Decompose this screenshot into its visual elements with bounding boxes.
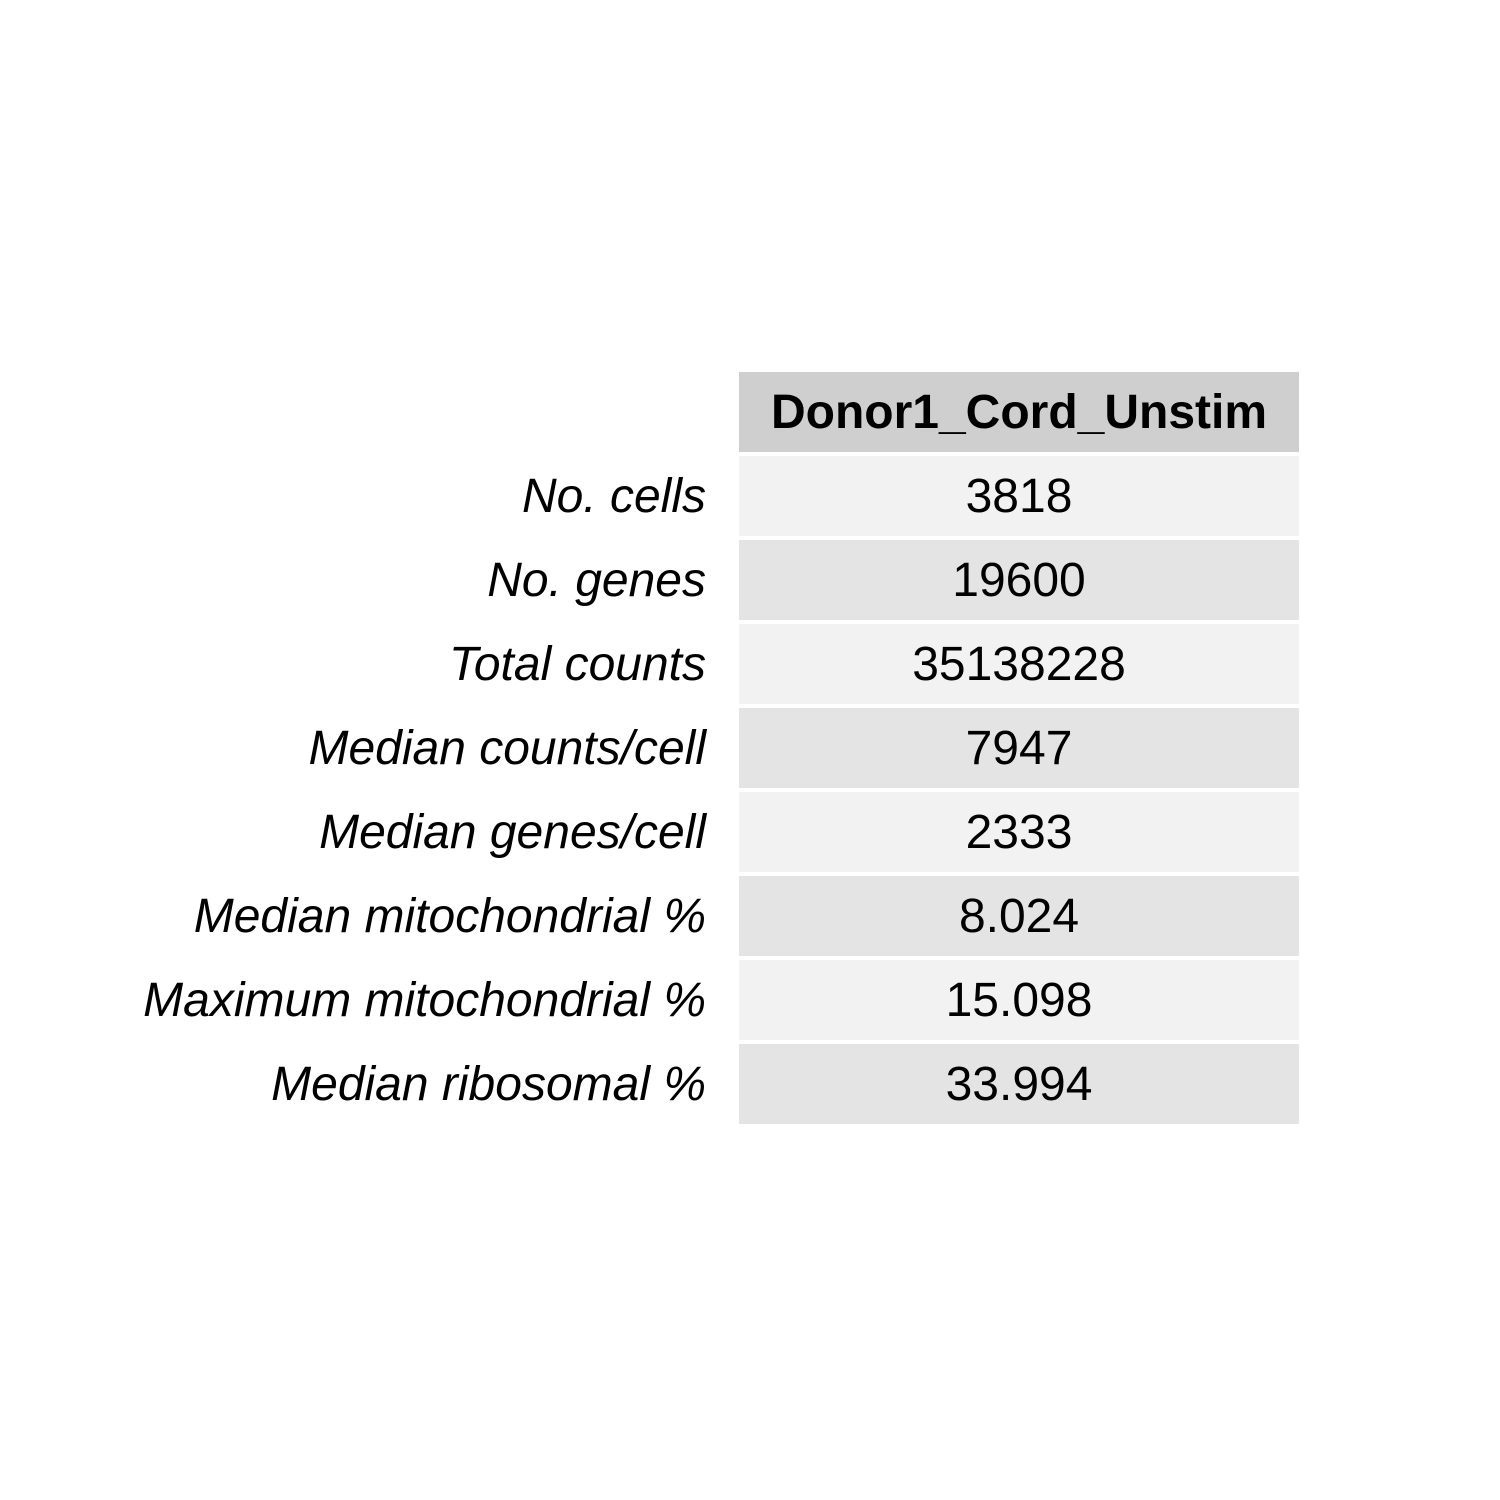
table-cell: 3818 xyxy=(739,456,1299,536)
table-header-row: Donor1_Cord_Unstim xyxy=(0,372,1500,452)
row-label: Median genes/cell xyxy=(319,805,706,859)
row-label: Median mitochondrial % xyxy=(193,889,706,943)
table-row: Total counts 35138228 xyxy=(0,624,1500,704)
row-label: No. cells xyxy=(521,469,706,523)
row-label: No. genes xyxy=(487,553,706,607)
table-cell: 2333 xyxy=(739,792,1299,872)
table-row: Median mitochondrial % 8.024 xyxy=(0,876,1500,956)
table-cell: 33.994 xyxy=(739,1044,1299,1124)
column-header: Donor1_Cord_Unstim xyxy=(739,372,1299,452)
header-corner xyxy=(0,372,739,452)
table-row: Median ribosomal % 33.994 xyxy=(0,1044,1500,1124)
row-label: Total counts xyxy=(448,637,706,691)
table-row: Median genes/cell 2333 xyxy=(0,792,1500,872)
row-label: Maximum mitochondrial % xyxy=(143,973,706,1027)
table-cell: 7947 xyxy=(739,708,1299,788)
table-cell: 8.024 xyxy=(739,876,1299,956)
table-cell: 19600 xyxy=(739,540,1299,620)
summary-table: Donor1_Cord_Unstim No. cells 3818 No. gene… xyxy=(0,372,1500,1124)
table-row: No. genes 19600 xyxy=(0,540,1500,620)
row-label: Median counts/cell xyxy=(308,721,706,775)
table-row: No. cells 3818 xyxy=(0,456,1500,536)
table-row: Median counts/cell 7947 xyxy=(0,708,1500,788)
row-label: Median ribosomal % xyxy=(271,1057,706,1111)
table-body: No. cells 3818 No. genes 19600 Total counts 3… xyxy=(0,456,1500,1124)
table-row: Maximum mitochondrial % 15.098 xyxy=(0,960,1500,1040)
table-cell: 15.098 xyxy=(739,960,1299,1040)
table-cell: 35138228 xyxy=(739,624,1299,704)
